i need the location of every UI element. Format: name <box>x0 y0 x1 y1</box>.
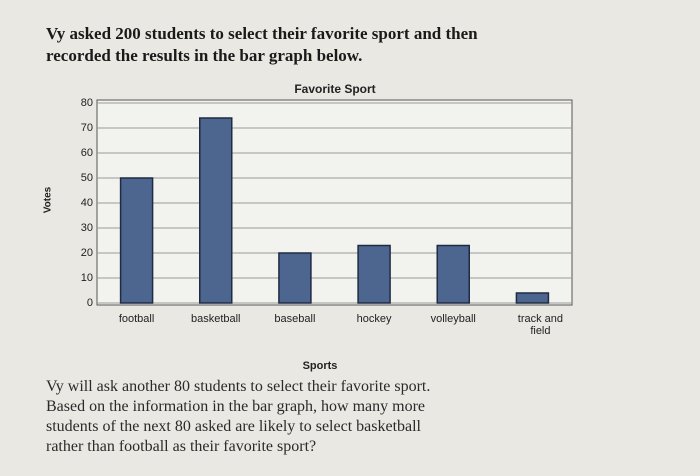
x-tick-label: volleyball <box>430 313 476 325</box>
question-line: Based on the information in the bar grap… <box>46 398 426 415</box>
y-tick-label: 40 <box>81 197 93 209</box>
bar <box>278 252 312 304</box>
bar <box>357 244 391 304</box>
y-tick-label: 80 <box>81 97 93 109</box>
question-line: Vy will ask another 80 students to selec… <box>46 378 431 395</box>
x-tick-label: baseball <box>274 313 316 325</box>
bar <box>436 244 470 304</box>
y-tick-label: 0 <box>87 297 93 309</box>
question-line: rather than football as their favorite s… <box>46 438 317 455</box>
y-tick-label: 50 <box>81 172 93 184</box>
x-tick-label: hockey <box>356 313 392 325</box>
y-tick-label: 70 <box>81 122 93 134</box>
heading-line: recorded the results in the bar graph be… <box>46 46 363 65</box>
chart-title: Favorite Sport <box>294 82 375 96</box>
question-line: students of the next 80 asked are likely… <box>46 418 421 435</box>
y-tick-label: 30 <box>81 222 93 234</box>
y-axis-label: Votes <box>43 186 54 213</box>
bar <box>119 177 154 304</box>
x-tick-label: basketball <box>190 313 241 325</box>
y-tick-label: 10 <box>81 272 93 284</box>
heading-line: Vy asked 200 students to select their fa… <box>46 24 478 43</box>
x-tick-label: football <box>118 313 155 325</box>
x-tick-label: track and field <box>517 313 564 337</box>
y-tick-label: 20 <box>81 247 93 259</box>
bar <box>515 292 550 304</box>
y-tick-label: 60 <box>81 147 93 159</box>
bar <box>199 117 233 304</box>
x-axis-label: Sports <box>303 360 338 372</box>
